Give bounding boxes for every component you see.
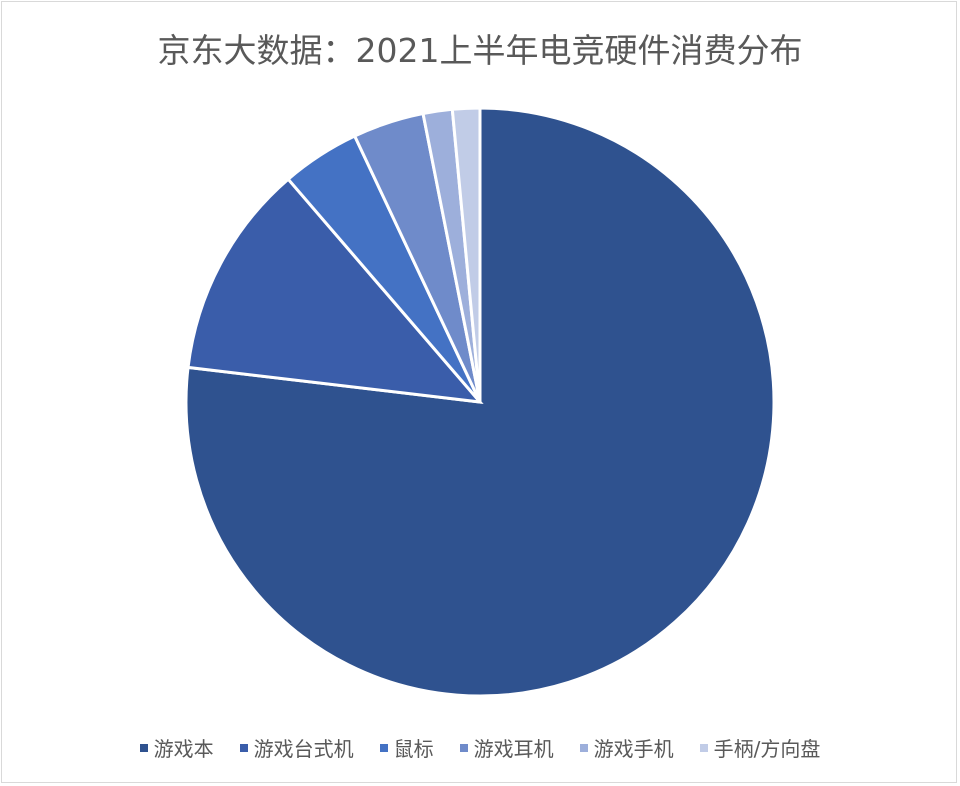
legend-item: 游戏台式机 xyxy=(239,733,354,762)
legend-label: 游戏本 xyxy=(153,737,214,761)
legend-item: 游戏耳机 xyxy=(459,733,554,762)
legend-label: 手柄/方向盘 xyxy=(713,737,821,761)
pie-slice-5 xyxy=(450,106,482,403)
legend-swatch xyxy=(379,743,388,752)
legend-swatch xyxy=(459,743,468,752)
legend-swatch xyxy=(139,743,148,752)
chart-title: 京东大数据：2021上半年电竞硬件消费分布 xyxy=(157,31,803,70)
legend-swatch xyxy=(579,743,588,752)
legend-label: 游戏耳机 xyxy=(473,737,554,761)
legend-label: 游戏台式机 xyxy=(253,737,354,761)
legend-item: 游戏手机 xyxy=(579,733,674,762)
legend-item: 游戏本 xyxy=(139,733,214,762)
legend-swatch xyxy=(239,743,248,752)
legend-swatch xyxy=(699,743,708,752)
legend-item: 手柄/方向盘 xyxy=(699,733,821,762)
legend-label: 游戏手机 xyxy=(593,737,674,761)
pie-slice-1 xyxy=(186,177,484,404)
legend-item: 鼠标 xyxy=(379,733,434,762)
legend: 游戏本 游戏台式机 鼠标 游戏耳机 游戏手机 手柄/方向盘 xyxy=(0,733,960,762)
legend-label: 鼠标 xyxy=(393,737,434,761)
